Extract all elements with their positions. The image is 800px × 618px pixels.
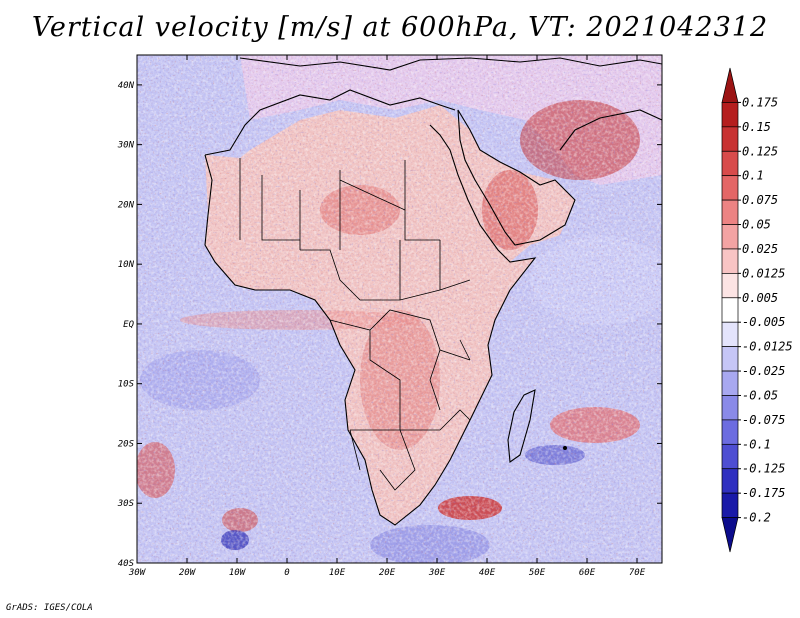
country-borders (239, 158, 471, 491)
colorbar-label: -0.2 (742, 511, 771, 525)
colorbar-label: -0.1 (742, 437, 771, 451)
colorbar-swatch (721, 126, 739, 152)
lon-label: 40E (479, 568, 496, 578)
colorbar-swatch (721, 321, 739, 347)
lon-label: 20W (179, 568, 197, 578)
lon-label: 20E (379, 568, 396, 578)
colorbar-swatch (721, 517, 739, 553)
lat-label: 10S (118, 380, 135, 390)
colorbar-label: -0.075 (742, 413, 785, 427)
coastlines (204, 57, 662, 526)
lon-label: 30W (128, 568, 147, 578)
colorbar-label: -0.175 (742, 486, 785, 500)
field-layer (137, 55, 662, 563)
colorbar-label: 0.175 (742, 95, 778, 109)
lon-label: 10E (329, 568, 346, 578)
colorbar-label: -0.125 (742, 462, 785, 476)
colorbar-label: 0.075 (742, 193, 778, 207)
colorbar-swatch (721, 419, 739, 445)
colorbar-label: 0.05 (742, 218, 771, 232)
colorbar-swatch (721, 67, 739, 103)
lat-label: 40N (118, 81, 135, 91)
lat-label: 20S (118, 439, 135, 449)
lon-label: 0 (284, 568, 289, 578)
colorbar-swatch (721, 395, 739, 421)
lat-label: 10N (118, 260, 135, 270)
colorbar-label: -0.0125 (742, 340, 793, 354)
colorbar-swatch (721, 468, 739, 494)
colorbar-swatch (721, 370, 739, 396)
colorbar-label: 0.15 (742, 120, 771, 134)
credit-label: GrADS: IGES/COLA (6, 603, 93, 613)
lat-label: 20N (118, 200, 135, 210)
colorbar-swatch (721, 150, 739, 177)
colorbar-swatch (721, 273, 739, 299)
colorbar-swatch (721, 346, 739, 372)
colorbar-label: 0.125 (742, 144, 778, 158)
colorbar-swatch (721, 175, 739, 201)
colorbar-swatch (721, 297, 739, 323)
colorbar-label: 0.1 (742, 169, 764, 183)
plot-frame (136, 54, 663, 564)
lon-label: 60E (579, 568, 596, 578)
lat-label: 30N (117, 141, 135, 151)
colorbar-label: 0.0125 (742, 266, 785, 280)
colorbar-label: -0.05 (742, 388, 778, 402)
colorbar: 0.175 0.15 0.125 0.1 0.075 0.05 0.025 0.0125 0.0… (721, 67, 793, 553)
lat-label: EQ (123, 320, 134, 330)
colorbar-label: -0.005 (742, 315, 785, 329)
lat-label: 40S (118, 559, 135, 569)
colorbar-swatch (721, 492, 739, 518)
map-title: Vertical velocity [m/s] at 600hPa, VT: 2… (31, 12, 769, 43)
colorbar-label: 0.025 (742, 242, 778, 256)
lon-label: 70E (629, 568, 646, 578)
colorbar-swatch (721, 248, 739, 274)
lat-label: 30S (117, 499, 135, 509)
colorbar-label: 0.005 (742, 291, 778, 305)
lon-label: 50E (529, 568, 546, 578)
colorbar-swatch (721, 102, 739, 128)
lon-label: 30E (428, 568, 446, 578)
colorbar-swatch (721, 443, 739, 470)
colorbar-swatch (721, 199, 739, 225)
colorbar-swatch (721, 224, 739, 250)
lon-label: 10W (229, 568, 247, 578)
colorbar-label: -0.025 (742, 364, 785, 378)
